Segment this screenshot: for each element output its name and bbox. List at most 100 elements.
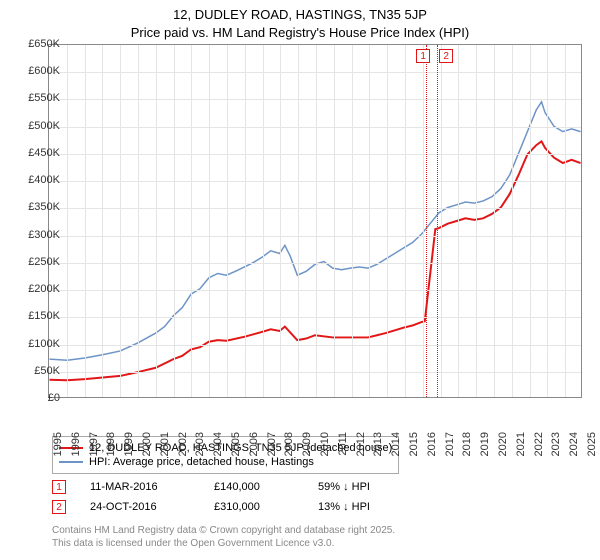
y-axis-label: £550K xyxy=(16,92,60,104)
gridline-h xyxy=(49,290,581,291)
x-axis-label: 2016 xyxy=(426,432,438,456)
gridline-v xyxy=(245,45,246,397)
gridline-v xyxy=(227,45,228,397)
x-axis-label: 1998 xyxy=(105,432,117,456)
gridline-v xyxy=(156,45,157,397)
y-axis-label: £100K xyxy=(16,338,60,350)
y-axis-label: £650K xyxy=(16,38,60,50)
gridline-v xyxy=(530,45,531,397)
gridline-v xyxy=(102,45,103,397)
x-axis-label: 2009 xyxy=(301,432,313,456)
x-axis-label: 2007 xyxy=(266,432,278,456)
gridline-v xyxy=(263,45,264,397)
gridline-v xyxy=(298,45,299,397)
y-axis-label: £150K xyxy=(16,310,60,322)
event-number: 1 xyxy=(52,480,66,494)
gridline-v xyxy=(494,45,495,397)
legend-swatch xyxy=(59,461,83,463)
title-line1: 12, DUDLEY ROAD, HASTINGS, TN35 5JP xyxy=(0,6,600,24)
legend-label: HPI: Average price, detached house, Hast… xyxy=(89,456,314,468)
event-diff: 59% ↓ HPI xyxy=(318,481,370,493)
x-axis-label: 2018 xyxy=(461,432,473,456)
gridline-v xyxy=(138,45,139,397)
chart-container: 12, DUDLEY ROAD, HASTINGS, TN35 5JP Pric… xyxy=(0,0,600,560)
event-date: 24-OCT-2016 xyxy=(90,501,190,513)
event-table: 1 11-MAR-2016 £140,000 59% ↓ HPI 2 24-OCT-201… xyxy=(52,480,370,520)
x-axis-label: 2002 xyxy=(177,432,189,456)
event-number: 2 xyxy=(52,500,66,514)
x-axis-label: 2022 xyxy=(533,432,545,456)
event-price: £310,000 xyxy=(214,501,294,513)
x-axis-label: 2017 xyxy=(444,432,456,456)
y-axis-label: £50K xyxy=(16,365,60,377)
y-axis-label: £400K xyxy=(16,174,60,186)
x-axis-label: 2008 xyxy=(283,432,295,456)
legend-item: HPI: Average price, detached house, Hast… xyxy=(59,455,392,469)
y-axis-label: £600K xyxy=(16,65,60,77)
gridline-h xyxy=(49,317,581,318)
x-axis-label: 2023 xyxy=(550,432,562,456)
gridline-h xyxy=(49,181,581,182)
x-axis-label: 1999 xyxy=(123,432,135,456)
footer-attribution: Contains HM Land Registry data © Crown c… xyxy=(52,524,395,550)
gridline-v xyxy=(565,45,566,397)
gridline-v xyxy=(458,45,459,397)
gridline-h xyxy=(49,127,581,128)
x-axis-label: 2025 xyxy=(586,432,598,456)
gridline-h xyxy=(49,154,581,155)
gridline-v xyxy=(67,45,68,397)
y-axis-label: £0 xyxy=(16,392,60,404)
gridline-h xyxy=(49,372,581,373)
gridline-v xyxy=(174,45,175,397)
gridline-h xyxy=(49,99,581,100)
title-line2: Price paid vs. HM Land Registry's House … xyxy=(0,24,600,42)
x-axis-label: 2019 xyxy=(479,432,491,456)
x-axis-label: 2003 xyxy=(194,432,206,456)
gridline-v xyxy=(547,45,548,397)
gridline-v xyxy=(352,45,353,397)
x-axis-label: 2014 xyxy=(390,432,402,456)
gridline-v xyxy=(316,45,317,397)
x-axis-label: 1997 xyxy=(88,432,100,456)
gridline-h xyxy=(49,72,581,73)
x-axis-label: 2010 xyxy=(319,432,331,456)
x-axis-label: 2004 xyxy=(212,432,224,456)
x-axis-label: 2000 xyxy=(141,432,153,456)
y-axis-label: £500K xyxy=(16,120,60,132)
event-marker-number: 1 xyxy=(416,49,430,63)
series-hpi xyxy=(50,102,581,360)
event-marker-number: 2 xyxy=(439,49,453,63)
event-row: 1 11-MAR-2016 £140,000 59% ↓ HPI xyxy=(52,480,370,494)
x-axis-label: 2021 xyxy=(515,432,527,456)
event-date: 11-MAR-2016 xyxy=(90,481,190,493)
gridline-v xyxy=(441,45,442,397)
gridline-h xyxy=(49,345,581,346)
y-axis-label: £350K xyxy=(16,201,60,213)
chart-title: 12, DUDLEY ROAD, HASTINGS, TN35 5JP Pric… xyxy=(0,0,600,41)
event-row: 2 24-OCT-2016 £310,000 13% ↓ HPI xyxy=(52,500,370,514)
event-marker-line xyxy=(437,45,438,397)
gridline-v xyxy=(369,45,370,397)
x-axis-label: 1995 xyxy=(52,432,64,456)
event-diff: 13% ↓ HPI xyxy=(318,501,370,513)
event-price: £140,000 xyxy=(214,481,294,493)
gridline-v xyxy=(280,45,281,397)
gridline-v xyxy=(476,45,477,397)
x-axis-label: 2011 xyxy=(337,432,349,456)
y-axis-label: £250K xyxy=(16,256,60,268)
y-axis-label: £200K xyxy=(16,283,60,295)
x-axis-label: 2020 xyxy=(497,432,509,456)
x-axis-label: 2001 xyxy=(159,432,171,456)
plot-area: 12 xyxy=(48,44,582,398)
x-axis-label: 2015 xyxy=(408,432,420,456)
x-axis-label: 2013 xyxy=(372,432,384,456)
y-axis-label: £300K xyxy=(16,229,60,241)
y-axis-label: £450K xyxy=(16,147,60,159)
gridline-v xyxy=(334,45,335,397)
x-axis-label: 2024 xyxy=(568,432,580,456)
event-marker-line xyxy=(426,45,427,397)
gridline-h xyxy=(49,263,581,264)
gridline-v xyxy=(120,45,121,397)
footer-line2: This data is licensed under the Open Gov… xyxy=(52,537,395,550)
gridline-v xyxy=(387,45,388,397)
